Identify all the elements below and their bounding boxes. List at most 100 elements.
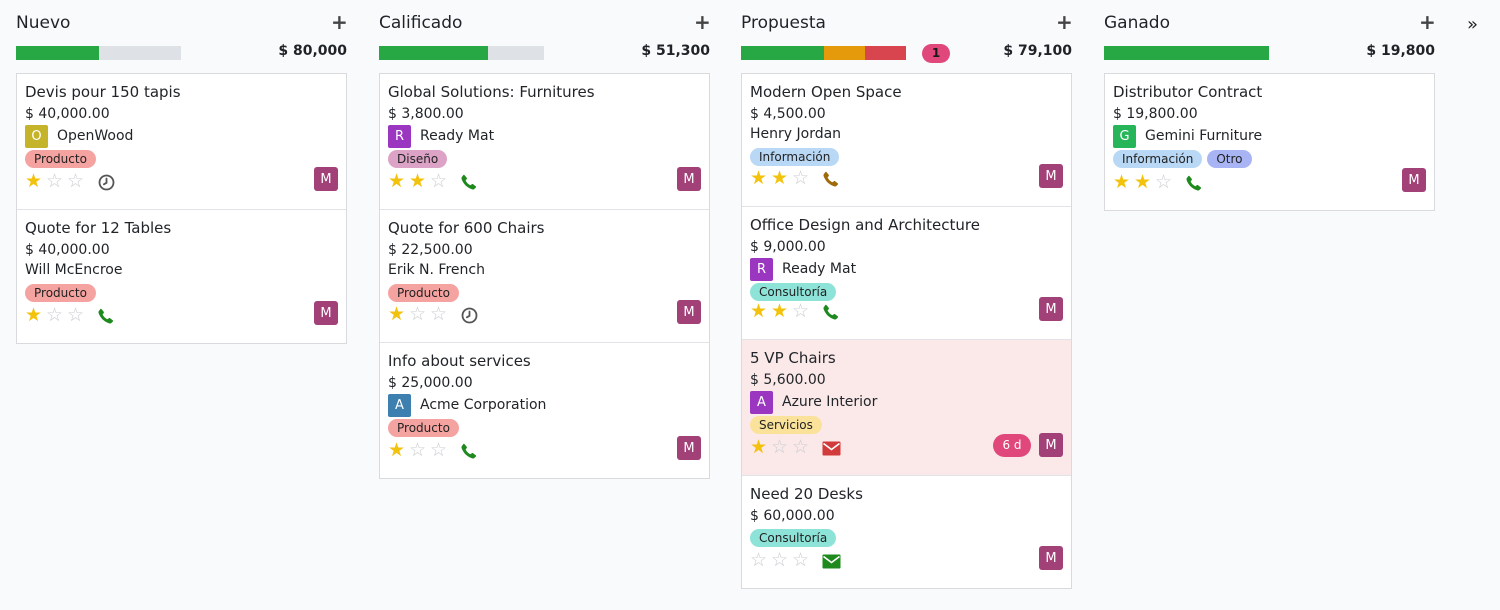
star-icon[interactable]: ☆: [771, 436, 789, 458]
star-icon[interactable]: ☆: [750, 549, 768, 571]
star-icon[interactable]: ☆: [46, 304, 64, 326]
card-tags: Servicios: [750, 416, 1063, 436]
plus-icon[interactable]: +: [1419, 10, 1436, 34]
partner-avatar: A: [750, 390, 773, 414]
tag-badge: Producto: [388, 284, 459, 302]
star-icon[interactable]: ☆: [771, 549, 789, 571]
column-progress-bar[interactable]: [16, 46, 181, 60]
user-avatar[interactable]: M: [677, 436, 701, 460]
contact-name: Henry Jordan: [750, 126, 842, 142]
clock-icon[interactable]: [96, 172, 116, 192]
phone-icon[interactable]: [1184, 173, 1204, 193]
star-icon[interactable]: ☆: [792, 549, 810, 571]
phone-icon[interactable]: [459, 441, 479, 461]
star-icon[interactable]: ☆: [46, 170, 64, 192]
envelope-icon[interactable]: [821, 438, 841, 458]
star-icon[interactable]: ☆: [409, 439, 427, 461]
star-icon[interactable]: ★: [750, 436, 768, 458]
tag-badge: Producto: [25, 150, 96, 168]
progress-segment[interactable]: [741, 46, 824, 60]
column-progress-bar[interactable]: [1104, 46, 1269, 60]
opportunity-card[interactable]: Distributor Contract $ 19,800.00 G Gemini F…: [1105, 74, 1434, 210]
progress-segment[interactable]: [16, 46, 99, 60]
priority-stars: ★ ☆ ☆: [750, 437, 813, 457]
opportunity-card[interactable]: Need 20 Desks $ 60,000.00 Consultoría ☆ ☆ ☆ M: [742, 476, 1071, 588]
priority-stars: ★ ★ ☆: [750, 168, 813, 188]
user-avatar[interactable]: M: [1039, 164, 1063, 188]
star-icon[interactable]: ★: [771, 167, 789, 189]
star-icon[interactable]: ☆: [792, 167, 810, 189]
card-title: Devis pour 150 tapis: [25, 83, 181, 101]
phone-icon[interactable]: [459, 172, 479, 192]
card-title: Info about services: [388, 352, 531, 370]
star-icon[interactable]: ☆: [792, 436, 810, 458]
opportunity-card[interactable]: Quote for 600 Chairs $ 22,500.00 Erik N. F…: [380, 210, 709, 343]
plus-icon[interactable]: +: [331, 10, 348, 34]
user-avatar[interactable]: M: [677, 300, 701, 324]
plus-icon[interactable]: +: [1056, 10, 1073, 34]
opportunity-card[interactable]: Devis pour 150 tapis $ 40,000.00 O OpenWood…: [17, 74, 346, 210]
progress-segment[interactable]: [823, 46, 865, 60]
partner-avatar: R: [750, 257, 773, 281]
star-icon[interactable]: ☆: [430, 303, 448, 325]
user-avatar[interactable]: M: [314, 167, 338, 191]
star-icon[interactable]: ☆: [430, 439, 448, 461]
card-footer: ★ ☆ ☆ M: [25, 301, 338, 335]
star-icon[interactable]: ★: [1134, 171, 1152, 193]
progress-segment[interactable]: [864, 46, 906, 60]
card-tags: Diseño: [388, 150, 701, 170]
partner-avatar: O: [25, 124, 48, 148]
card-title: 5 VP Chairs: [750, 349, 836, 367]
star-icon[interactable]: ★: [388, 303, 406, 325]
opportunity-card[interactable]: Global Solutions: Furnitures $ 3,800.00 R R…: [380, 74, 709, 210]
star-icon[interactable]: ★: [750, 300, 768, 322]
star-icon[interactable]: ☆: [430, 170, 448, 192]
user-avatar[interactable]: M: [677, 167, 701, 191]
phone-icon[interactable]: [821, 302, 841, 322]
envelope-icon[interactable]: [821, 551, 841, 571]
star-icon[interactable]: ★: [25, 170, 43, 192]
plus-icon[interactable]: +: [694, 10, 711, 34]
column-progress-bar[interactable]: [741, 46, 906, 60]
card-title: Office Design and Architecture: [750, 216, 980, 234]
user-avatar[interactable]: M: [1402, 168, 1426, 192]
star-icon[interactable]: ★: [750, 167, 768, 189]
star-icon[interactable]: ★: [1113, 171, 1131, 193]
progress-segment[interactable]: [379, 46, 488, 60]
card-title: Quote for 12 Tables: [25, 219, 172, 237]
opportunity-card[interactable]: Office Design and Architecture $ 9,000.00…: [742, 207, 1071, 340]
card-tags: Información: [750, 148, 1063, 168]
opportunity-card[interactable]: Quote for 12 Tables $ 40,000.00 Will McEnc…: [17, 210, 346, 343]
priority-stars: ★ ☆ ☆: [388, 304, 451, 324]
star-icon[interactable]: ★: [388, 170, 406, 192]
user-avatar[interactable]: M: [1039, 297, 1063, 321]
star-icon[interactable]: ☆: [1155, 171, 1173, 193]
card-tags: Producto: [388, 419, 701, 439]
priority-stars: ☆ ☆ ☆: [750, 550, 813, 570]
opportunity-card[interactable]: Modern Open Space $ 4,500.00 Henry Jordan I…: [742, 74, 1071, 207]
star-icon[interactable]: ★: [25, 304, 43, 326]
star-icon[interactable]: ★: [388, 439, 406, 461]
star-icon[interactable]: ☆: [409, 303, 427, 325]
star-icon[interactable]: ☆: [67, 304, 85, 326]
opportunity-card[interactable]: Info about services $ 25,000.00 A Acme Corp…: [380, 343, 709, 478]
phone-icon[interactable]: [821, 169, 841, 189]
column-progress-bar[interactable]: [379, 46, 544, 60]
clock-icon[interactable]: [459, 305, 479, 325]
star-icon[interactable]: ★: [409, 170, 427, 192]
star-icon[interactable]: ☆: [792, 300, 810, 322]
phone-icon[interactable]: [96, 306, 116, 326]
card-partner: G Gemini Furniture: [1113, 124, 1426, 148]
user-avatar[interactable]: M: [1039, 433, 1063, 457]
user-avatar[interactable]: M: [1039, 546, 1063, 570]
star-icon[interactable]: ☆: [67, 170, 85, 192]
card-amount: $ 19,800.00: [1113, 106, 1198, 122]
progress-segment[interactable]: [1104, 46, 1269, 60]
overdue-count-badge[interactable]: 1: [922, 44, 950, 63]
fold-columns-button[interactable]: »: [1467, 14, 1479, 35]
opportunity-card[interactable]: 5 VP Chairs $ 5,600.00 A Azure Interior Serv…: [742, 340, 1071, 476]
user-avatar[interactable]: M: [314, 301, 338, 325]
tag-badge: Información: [1113, 150, 1203, 168]
star-icon[interactable]: ★: [771, 300, 789, 322]
